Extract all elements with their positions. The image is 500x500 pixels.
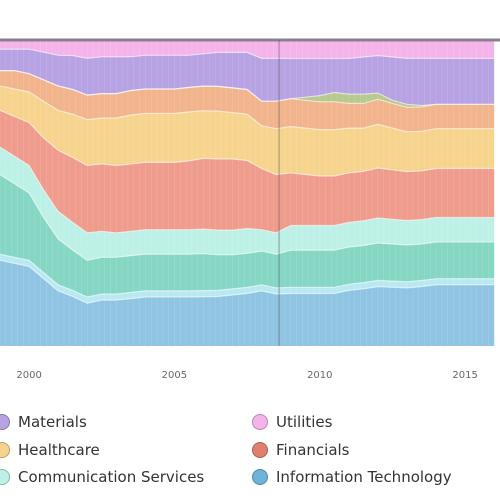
legend-label: Healthcare (18, 441, 100, 459)
legend-swatch-information-technology (252, 469, 268, 485)
legend-swatch-healthcare (0, 442, 10, 458)
legend-item-utilities: Utilities (252, 413, 332, 431)
legend-item-financials: Financials (252, 441, 350, 459)
legend-swatch-communication-services (0, 469, 10, 485)
legend-item-communication-services: Communication Services (0, 468, 204, 486)
area-series-materials (0, 49, 495, 106)
chart-plot-svg: 2000 2005 2010 2015 (0, 38, 500, 381)
band-boundary-line (0, 146, 495, 234)
legend-label: Financials (276, 441, 350, 459)
band-boundary-line (0, 48, 495, 60)
x-tick-label: 2005 (162, 370, 187, 381)
area-series-utilities (0, 40, 495, 59)
legend-label: Utilities (276, 413, 333, 431)
band-boundary-line (0, 174, 495, 261)
band-boundary-line (0, 253, 495, 298)
legend-swatch-materials (0, 414, 10, 430)
area-series-financials (0, 110, 495, 233)
area-series-communication-services (0, 147, 495, 261)
x-tick-label: 2010 (307, 370, 332, 381)
x-tick-label: 2000 (16, 370, 41, 381)
x-tick-label: 2015 (452, 370, 477, 381)
legend-label: Communication Services (18, 468, 205, 486)
legend-label: Materials (18, 413, 87, 431)
legend-label: Information Technology (276, 468, 452, 486)
band-boundary-line (0, 109, 495, 177)
legend: Materials Utilities Healthcare Financial… (0, 405, 500, 500)
area-series-healthcare (0, 85, 495, 176)
area-series-unlabeled-7 (0, 70, 495, 108)
area-series-information-technology (0, 260, 495, 346)
legend-item-healthcare: Healthcare (0, 441, 100, 459)
legend-swatch-financials (252, 442, 268, 458)
band-boundary-line (0, 259, 495, 304)
legend-swatch-utilities (252, 414, 268, 430)
legend-item-information-technology: Information Technology (252, 468, 452, 486)
band-boundary-line (0, 85, 495, 133)
legend-item-materials: Materials (0, 413, 87, 431)
band-boundary-line (0, 70, 495, 107)
area-series-unlabeled-2 (0, 174, 495, 297)
